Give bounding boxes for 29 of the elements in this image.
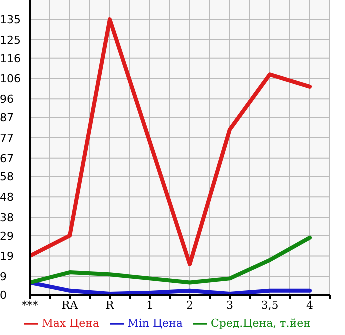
y-tick-label: 135 (0, 14, 21, 27)
y-tick-label: 87 (0, 112, 14, 125)
x-tick-label: R (106, 298, 115, 312)
line-series (30, 280, 312, 295)
y-tick-label: 77 (0, 132, 14, 145)
x-tick-label: 3 (226, 298, 234, 312)
y-tick-label: 48 (0, 191, 14, 204)
legend-label: Min Цена (128, 317, 183, 330)
y-tick-label: 9 (0, 270, 7, 284)
x-tick-label: *** (22, 298, 39, 312)
y-tick-label: 58 (0, 170, 14, 184)
x-tick-label: 2 (186, 298, 194, 312)
x-tick-label: 3,5 (261, 298, 279, 312)
y-tick-label: 106 (0, 72, 21, 86)
y-tick-label: 96 (0, 93, 14, 106)
y-tick-label: 0 (0, 289, 7, 302)
x-tick-label: RA (62, 298, 80, 312)
y-tick-label: 116 (0, 52, 21, 66)
y-tick-label: 38 (0, 211, 14, 224)
legend-label: Сред.Цена, т.йен (210, 317, 311, 330)
legend-label: Max Цена (42, 317, 100, 330)
y-tick-label: 67 (0, 152, 14, 166)
x-tick-label: 1 (146, 298, 154, 312)
line-series (30, 236, 312, 285)
y-tick-label: 19 (0, 250, 14, 264)
y-tick-label: 29 (0, 230, 14, 243)
x-tick-label: 4 (306, 298, 314, 312)
line-series (30, 18, 312, 266)
y-tick-label: 125 (0, 34, 21, 47)
